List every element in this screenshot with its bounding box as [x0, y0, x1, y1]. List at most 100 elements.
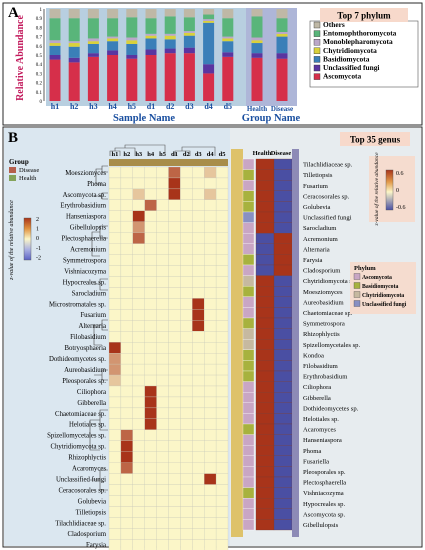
heatmap-cell	[156, 440, 169, 452]
heatmap-cell	[180, 374, 193, 387]
bar-segment	[49, 59, 61, 101]
bar-segment	[203, 9, 215, 15]
group-heatmap-cell	[273, 476, 293, 488]
sample-axis-title: Sample Name	[113, 113, 175, 124]
colorbar-tick: -1	[36, 246, 41, 252]
heatmap-cell	[132, 418, 145, 430]
phylum-annotation-cell	[242, 370, 255, 382]
heatmap-cell	[144, 331, 157, 343]
group-heatmap-row-label: Unclassified fungi	[303, 215, 352, 222]
heatmap-cell	[144, 298, 157, 310]
heatmap-cell	[192, 309, 205, 321]
group-axis-title: Group Name	[242, 113, 301, 124]
group-heatmap-cell	[255, 211, 275, 223]
bar-segment	[164, 48, 176, 54]
heatmap-cell	[168, 232, 181, 244]
right-heatmap-row-labels: Tilachlidiaceae sp. Tilletiopsis Fusarium C…	[303, 162, 360, 529]
heatmap-cell	[168, 539, 181, 550]
heatmap-cell	[132, 188, 145, 200]
group-heatmap-row-label: Ciliophora	[303, 384, 331, 391]
group-heatmap-cell	[255, 434, 275, 446]
heatmap-cell	[180, 287, 193, 299]
heatmap-cell	[108, 320, 122, 332]
heatmap-cell	[215, 243, 229, 255]
phylum-annotation-cell	[242, 445, 255, 456]
bar-segment	[203, 14, 215, 20]
legend-swatch	[313, 73, 321, 80]
heatmap-cell	[215, 539, 229, 550]
bar-segment	[145, 33, 157, 36]
heatmap-cell	[156, 352, 169, 365]
bar-segment	[68, 46, 80, 58]
group-heatmap-row-label: Ceracosorales sp.	[303, 193, 349, 200]
heatmap-cell	[204, 429, 217, 441]
bar-segment	[68, 57, 80, 63]
heatmap-cell	[132, 331, 145, 343]
group-heatmap-cell	[255, 339, 275, 350]
heatmap-row-label: Pleosporales sp.	[62, 378, 106, 385]
bar-category-label: h1	[51, 102, 59, 111]
heatmap-cell	[108, 451, 122, 463]
left-colorbar: z-value of the relative abundance 2 1 0 -1 -…	[8, 200, 41, 281]
bar-segment	[87, 18, 99, 39]
bar-segment	[68, 18, 80, 42]
heatmap-row-label: Gibellulopsis	[70, 225, 107, 232]
group-heatmap-cell	[255, 296, 275, 308]
bar-segment	[87, 43, 99, 54]
heatmap-column-label: h3	[135, 151, 143, 158]
heatmap-cell	[120, 199, 133, 211]
heatmap-cell	[156, 254, 169, 266]
heatmap-cell	[215, 440, 229, 452]
heatmap-cell	[108, 232, 122, 244]
right-colorbar-gradient	[385, 169, 394, 211]
heatmap-cell	[204, 363, 217, 376]
colorbar-tick: -2	[36, 255, 41, 261]
group-heatmap-cell	[273, 211, 293, 223]
heatmap-cell	[180, 407, 193, 419]
heatmap-cell	[180, 298, 193, 310]
group-heatmap-cell	[255, 392, 275, 403]
heatmap-cell	[215, 331, 229, 343]
bar-segment	[87, 56, 99, 101]
phylum-legend-label: Ascomycota	[362, 275, 392, 281]
bar-segment	[222, 9, 234, 19]
heatmap-cell	[204, 396, 217, 409]
heatmap-cell	[180, 309, 193, 321]
heatmap-cell	[204, 385, 217, 398]
heatmap-cell	[108, 363, 122, 376]
heatmap-cell	[192, 418, 205, 430]
heatmap-cell	[215, 177, 229, 190]
heatmap-cell	[180, 243, 193, 255]
group-heatmap-row-label: Dothideomycetes sp.	[303, 405, 359, 412]
heatmap-cell	[215, 199, 229, 211]
group-heatmap-cell	[273, 423, 293, 435]
heatmap-cell	[144, 429, 157, 441]
heatmap-cell	[120, 506, 133, 518]
group-heatmap-cell	[273, 307, 293, 319]
heatmap-cell	[204, 265, 217, 277]
heatmap-cell	[132, 342, 145, 354]
heatmap-cell	[192, 177, 205, 190]
heatmap-cell	[120, 462, 133, 474]
phylum-annotation-cell	[242, 328, 255, 340]
panel-a: A Relative Abundance 0 0.1 0.2 0.3 0.4 0.5 0.6…	[2, 2, 423, 126]
heatmap-row-label: Alternaria	[78, 323, 106, 330]
bar-category-label: h4	[108, 102, 116, 111]
heatmap-cell	[132, 440, 145, 452]
group-annotation-bar	[109, 159, 228, 166]
heatmap-cell	[144, 232, 157, 244]
heatmap-cell	[108, 298, 122, 310]
bar-segment	[126, 17, 138, 38]
heatmap-cell	[204, 374, 217, 387]
group-heatmap-row-label: Acremonium	[303, 236, 339, 243]
bar-segment	[251, 43, 263, 54]
legend-label: Entomophthoromycota	[323, 29, 397, 38]
heatmap-cell	[168, 166, 181, 179]
heatmap-cell	[144, 166, 157, 179]
right-heatmap-title: Top 35 genus	[350, 135, 401, 145]
group-heatmap-row-label: Cladosporium	[303, 268, 341, 275]
group-heatmap-row-label: Ascomycota sp.	[303, 511, 345, 518]
group-heatmap-cell	[273, 317, 293, 329]
heatmap-cell	[204, 177, 217, 190]
group-legend-swatch	[9, 175, 16, 181]
